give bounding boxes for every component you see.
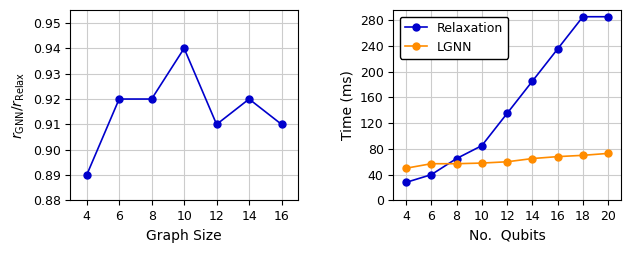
LGNN	[503, 160, 511, 163]
Relaxation	[554, 48, 561, 51]
LGNN	[452, 162, 460, 165]
Relaxation	[478, 144, 486, 147]
LGNN	[402, 167, 410, 170]
LGNN	[554, 155, 561, 158]
Line: LGNN: LGNN	[403, 150, 612, 172]
Y-axis label: Time (ms): Time (ms)	[340, 70, 354, 140]
Relaxation	[402, 181, 410, 184]
LGNN	[579, 154, 587, 157]
Relaxation	[579, 15, 587, 18]
Relaxation	[503, 112, 511, 115]
LGNN	[478, 162, 486, 165]
Relaxation	[604, 15, 612, 18]
Legend: Relaxation, LGNN: Relaxation, LGNN	[399, 16, 508, 59]
LGNN	[529, 157, 536, 160]
X-axis label: Graph Size: Graph Size	[147, 229, 222, 243]
Relaxation	[428, 173, 435, 176]
LGNN	[428, 162, 435, 165]
LGNN	[604, 152, 612, 155]
X-axis label: No.  Qubits: No. Qubits	[468, 229, 545, 243]
Relaxation	[529, 80, 536, 83]
Y-axis label: $r_{\mathrm{GNN}}/r_{\mathrm{Relax}}$: $r_{\mathrm{GNN}}/r_{\mathrm{Relax}}$	[11, 72, 27, 139]
Relaxation	[452, 157, 460, 160]
Line: Relaxation: Relaxation	[403, 13, 612, 186]
